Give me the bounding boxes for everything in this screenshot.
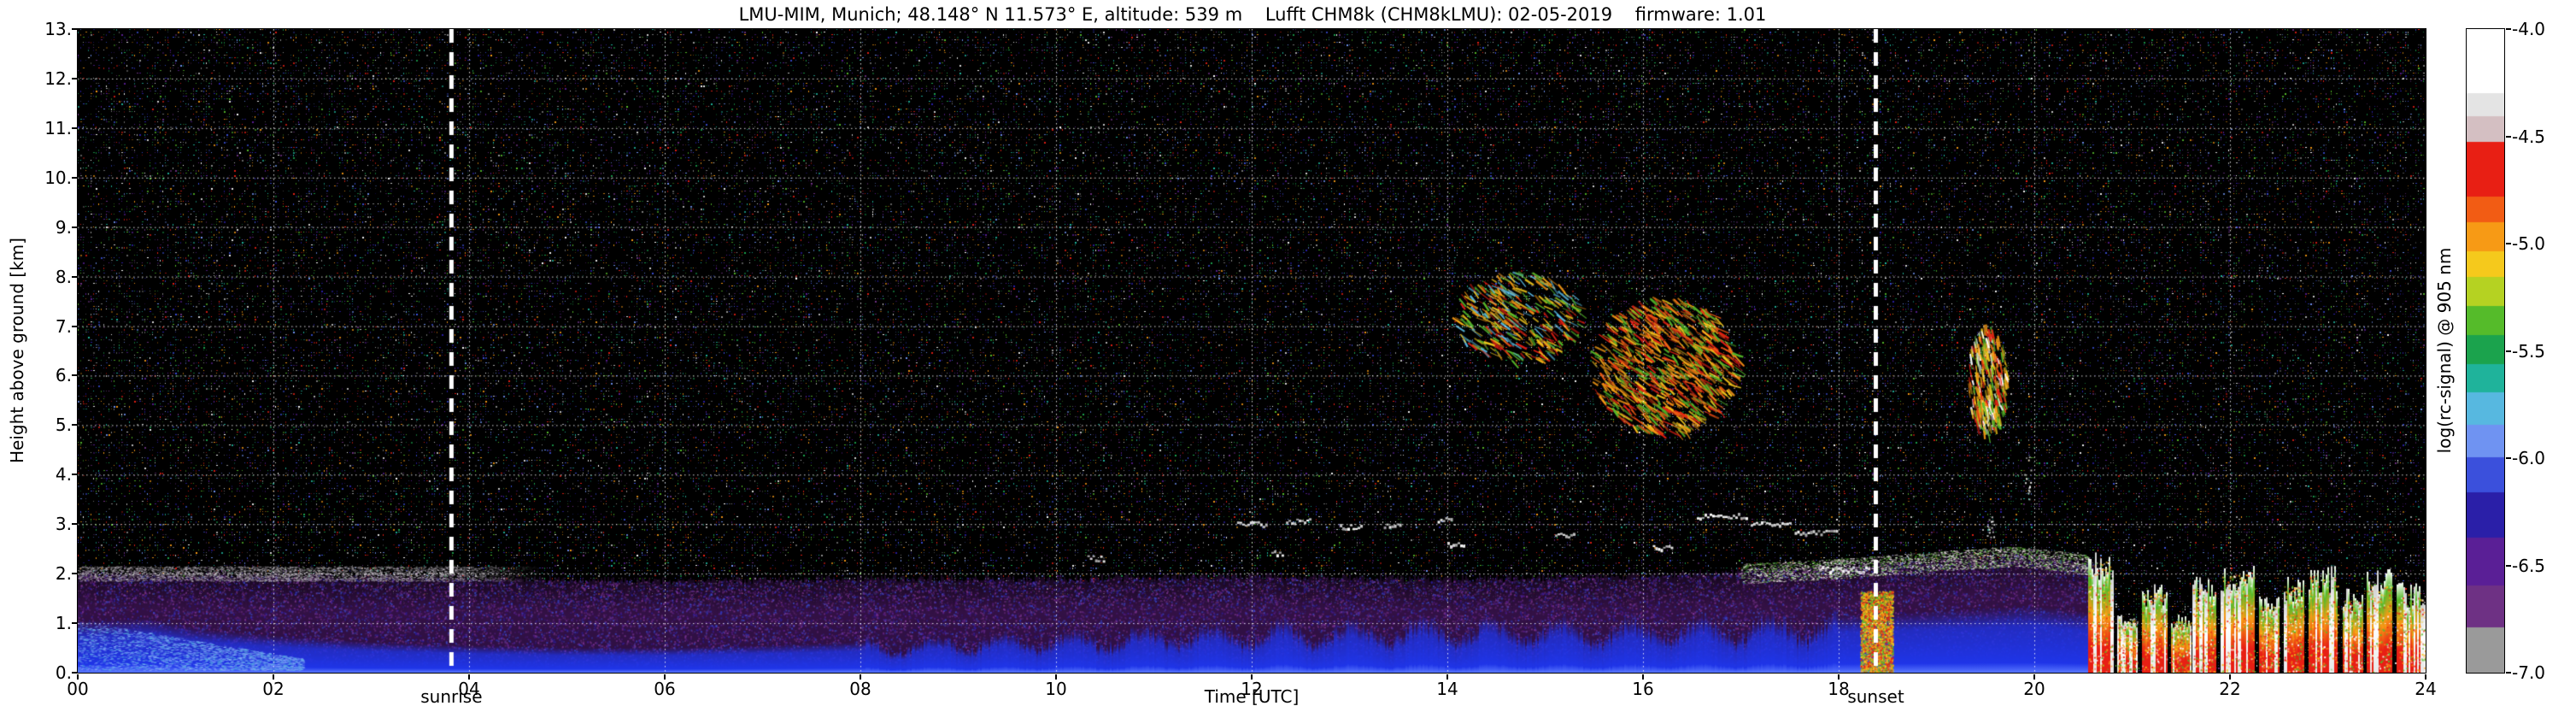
y-tick-mark xyxy=(72,573,77,575)
y-tick-label: 9. xyxy=(55,216,72,238)
x-tick-mark xyxy=(273,674,274,680)
colorbar-tick-mark xyxy=(2506,564,2511,567)
y-tick-label: 7. xyxy=(55,315,72,337)
x-tick-label: 08 xyxy=(849,679,871,699)
x-tick-label: 06 xyxy=(654,679,676,699)
colorbar-tick-mark xyxy=(2506,28,2511,30)
y-tick-mark xyxy=(72,374,77,377)
y-tick-mark xyxy=(72,126,77,129)
y-tick-mark xyxy=(72,77,77,79)
colorbar-tick-label: -4.5 xyxy=(2512,126,2546,147)
y-tick-label: 11. xyxy=(44,117,72,138)
x-tick-label: 22 xyxy=(2219,679,2241,699)
x-axis-label: Time [UTC] xyxy=(1204,686,1300,706)
colorbar-tick-label: -5.0 xyxy=(2512,233,2546,254)
chart-title: LMU-MIM, Munich; 48.148° N 11.573° E, al… xyxy=(738,4,1767,25)
y-tick-label: 3. xyxy=(55,514,72,535)
y-tick-label: 12. xyxy=(44,68,72,89)
x-tick-label: 04 xyxy=(458,679,480,699)
x-tick-label: 24 xyxy=(2415,679,2437,699)
x-tick-label: 00 xyxy=(67,679,89,699)
y-tick-label: 8. xyxy=(55,266,72,287)
y-tick-mark xyxy=(72,28,77,30)
x-tick-mark xyxy=(1055,674,1057,680)
y-tick-mark xyxy=(72,474,77,476)
x-tick-mark xyxy=(664,674,666,680)
y-tick-mark xyxy=(72,424,77,427)
x-tick-mark xyxy=(1642,674,1644,680)
colorbar xyxy=(2466,28,2505,674)
colorbar-canvas xyxy=(2467,29,2504,673)
x-tick-mark xyxy=(1838,674,1840,680)
y-tick-mark xyxy=(72,523,77,526)
colorbar-tick-mark xyxy=(2506,672,2511,674)
y-tick-label: 1. xyxy=(55,613,72,634)
colorbar-tick-mark xyxy=(2506,457,2511,459)
x-tick-label: 10 xyxy=(1045,679,1067,699)
colorbar-tick-label: -6.0 xyxy=(2512,448,2546,468)
colorbar-tick-mark xyxy=(2506,243,2511,244)
plot-area xyxy=(77,28,2426,674)
x-tick-mark xyxy=(77,674,79,680)
y-tick-label: 13. xyxy=(44,19,72,39)
x-tick-label: 16 xyxy=(1632,679,1654,699)
colorbar-label: log(rc-signal) @ 905 nm xyxy=(2434,247,2455,454)
y-tick-mark xyxy=(72,622,77,625)
x-tick-mark xyxy=(468,674,470,680)
x-tick-mark xyxy=(1446,674,1448,680)
colorbar-tick-label: -5.5 xyxy=(2512,340,2546,362)
y-tick-label: 10. xyxy=(44,167,72,188)
y-tick-label: 2. xyxy=(55,563,72,585)
x-tick-mark xyxy=(2229,674,2231,680)
colorbar-tick-label: -6.5 xyxy=(2512,555,2546,576)
colorbar-tick-mark xyxy=(2506,350,2511,352)
y-tick-label: 4. xyxy=(55,464,72,485)
x-tick-mark xyxy=(2033,674,2035,680)
colorbar-tick-label: -7.0 xyxy=(2512,662,2546,683)
x-tick-mark xyxy=(2425,674,2426,680)
sunset-label: sunset xyxy=(1847,686,1904,706)
y-tick-mark xyxy=(72,672,77,674)
y-tick-mark xyxy=(72,325,77,327)
colorbar-tick-mark xyxy=(2506,135,2511,138)
y-tick-label: 6. xyxy=(55,365,72,386)
y-tick-mark xyxy=(72,275,77,278)
y-tick-label: 0. xyxy=(55,662,72,683)
y-tick-mark xyxy=(72,176,77,179)
y-tick-mark xyxy=(72,226,77,228)
sunrise-label: sunrise xyxy=(420,686,483,706)
x-tick-label: 14 xyxy=(1436,679,1458,699)
y-tick-label: 5. xyxy=(55,415,72,436)
x-tick-label: 18 xyxy=(1828,679,1850,699)
x-tick-label: 12 xyxy=(1241,679,1263,699)
x-tick-mark xyxy=(1251,674,1253,680)
x-tick-mark xyxy=(860,674,861,680)
x-tick-label: 20 xyxy=(2023,679,2045,699)
plot-canvas xyxy=(78,29,2426,673)
x-tick-label: 02 xyxy=(262,679,285,699)
colorbar-tick-label: -4.0 xyxy=(2512,19,2546,39)
